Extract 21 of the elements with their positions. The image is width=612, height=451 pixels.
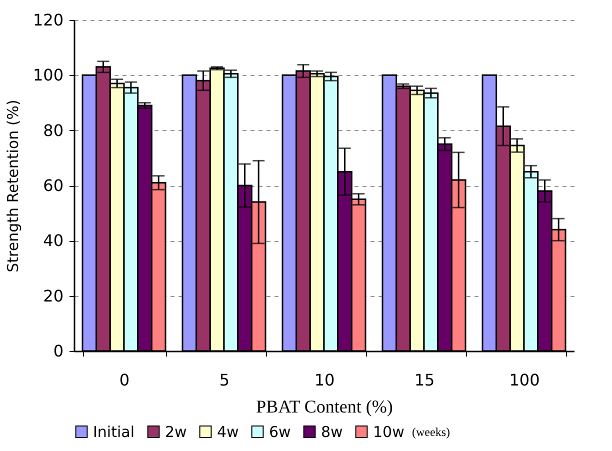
legend-label: 6w <box>269 422 291 441</box>
x-tick-label: 100 <box>509 370 540 390</box>
y-tick-label: 100 <box>32 66 64 85</box>
legend-title: (weeks) <box>412 425 450 439</box>
y-tick-label: 60 <box>43 176 64 195</box>
y-tick-label: 0 <box>53 342 64 360</box>
y-tick-label: 80 <box>43 120 64 140</box>
x-axis-title: PBAT Content (%) <box>256 396 393 416</box>
x-tick-label: 10 <box>314 370 335 390</box>
x-tick-label: 0 <box>119 370 130 390</box>
x-tick-label: 15 <box>414 370 435 390</box>
legend-label: 2w <box>165 422 187 441</box>
legend-label: 4w <box>217 422 239 441</box>
y-tick-label: 20 <box>43 286 64 306</box>
x-tick-label: 5 <box>219 370 230 390</box>
legend-label: 8w <box>321 422 343 441</box>
y-axis-title: Strength Retention (%) <box>4 100 22 272</box>
y-tick-label: 40 <box>43 231 64 250</box>
y-tick-label: 120 <box>32 10 64 30</box>
legend-label: 10w <box>373 422 404 441</box>
legend-label: Initial <box>93 422 135 441</box>
